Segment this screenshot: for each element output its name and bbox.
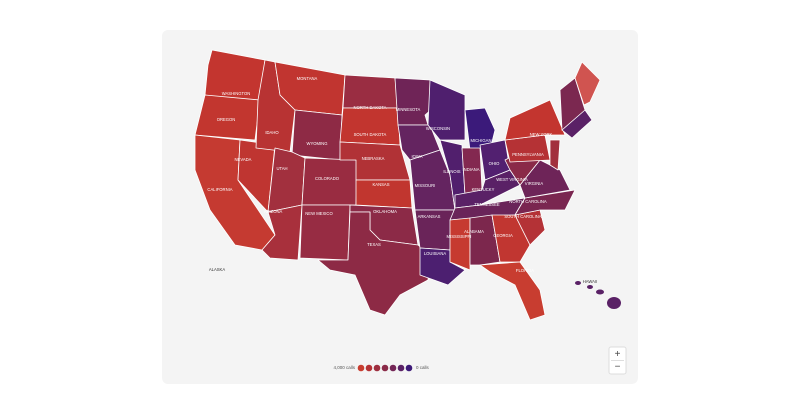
state-label: NEW MEXICO [305,211,333,216]
state-label: TEXAS [367,242,381,247]
state-label: INDIANA [463,167,480,172]
state[interactable] [449,217,471,271]
state-label: OREGON [217,117,236,122]
state-label: SOUTH CAROLINA [504,214,541,219]
state[interactable] [464,107,496,151]
states [194,49,621,321]
state-label: ALASKA [209,267,226,272]
state-label: OHIO [489,161,500,166]
legend-swatch [373,364,381,372]
state-label: UTAH [276,166,287,171]
state-label: NORTH CAROLINA [509,199,547,204]
state-label: MINNESOTA [396,107,421,112]
state-label: MISSISSIPPI [447,234,472,239]
zoom-out[interactable]: − [615,362,621,373]
state-label: TENNESSEE [474,202,500,207]
state[interactable] [549,139,561,171]
state[interactable] [317,211,431,316]
state[interactable] [301,157,359,206]
state-label: IDAHO [265,130,279,135]
state-label: NEBRASKA [362,156,385,161]
island[interactable] [596,289,604,295]
legend-swatch [405,364,413,372]
state-label: FLORIDA [516,268,534,273]
state-label: WISCONSIN [426,126,450,131]
state-label: WASHINGTON [222,91,251,96]
state-label: HAWAII [583,279,598,284]
island[interactable] [587,285,593,289]
legend-swatch [389,364,397,372]
state-label: WEST VIRGINIA [496,177,528,182]
state[interactable] [267,147,306,213]
state-label: MISSOURI [415,183,436,188]
state-label: NEW YORK [530,132,553,137]
state-label: COLORADO [315,176,340,181]
state-label: CALIFORNIA [207,187,232,192]
legend-swatch [397,364,405,372]
state-label: SOUTH DAKOTA [354,132,387,137]
legend-low: 0 calls [416,365,430,370]
state-label: MONTANA [297,76,318,81]
state-label: WYOMING [307,141,328,146]
state-label: KANSAS [373,182,390,187]
state-label: ARIZONA [264,209,283,214]
state-label: NORTH DAKOTA [354,105,387,110]
state-label: NEVADA [235,157,252,162]
state-label: IOWA [411,154,422,159]
island[interactable] [607,297,621,309]
zoom-in[interactable]: + [615,349,621,360]
state-labels: WASHINGTON OREGON CALIFORNIA NEVADA IDAH… [207,76,597,284]
island[interactable] [575,281,581,285]
state-label: VIRGINIA [525,181,544,186]
state[interactable] [514,189,576,216]
zoom-controls: + − [608,346,627,375]
legend-swatch [381,364,389,372]
state[interactable] [194,94,261,141]
state-label: GEORGIA [493,233,513,238]
state[interactable] [479,261,546,321]
state[interactable] [427,79,466,141]
state[interactable] [291,109,343,161]
legend-high: 4,000 calls [333,365,355,370]
state[interactable] [342,74,399,109]
state-label: MICHIGAN [471,138,492,143]
state-label: LOUISIANA [424,251,447,256]
state-label: OKLAHOMA [373,209,397,214]
state-label: ILLINOIS [443,169,460,174]
state[interactable] [561,109,593,139]
legend-swatch [357,364,365,372]
legend-swatch [365,364,373,372]
state-label: ALABAMA [464,229,484,234]
state-label: KENTUCKY [472,187,495,192]
state[interactable] [574,61,601,106]
state-label: ARKANSAS [418,214,441,219]
legend: 4,000 calls 0 calls [333,364,430,372]
state-label: PENNSYLVANIA [512,152,544,157]
state[interactable] [469,214,501,266]
state[interactable] [339,107,401,146]
state[interactable] [504,99,566,141]
